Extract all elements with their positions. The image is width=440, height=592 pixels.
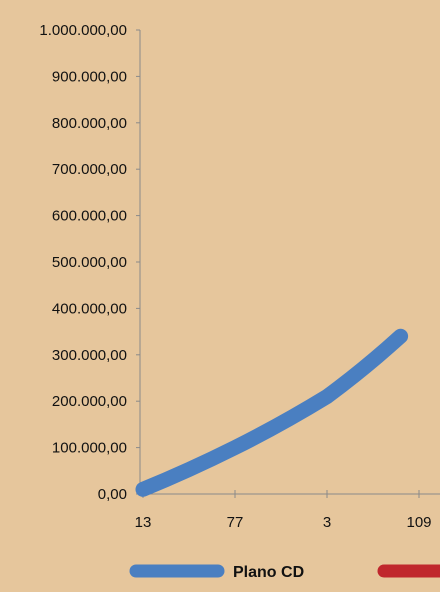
- y-axis-ticks: 0,00 100.000,00 200.000,00 300.000,00 400.00…: [39, 22, 140, 503]
- legend-label-plano-cd: Plano CD: [233, 564, 304, 581]
- y-tick-label: 700.000,00: [52, 161, 127, 178]
- y-tick-label: 500.000,00: [52, 254, 127, 271]
- x-tick-label: 109: [406, 514, 431, 531]
- y-tick-label: 600.000,00: [52, 208, 127, 225]
- series-line-2: [135, 328, 409, 497]
- x-axis-ticks: 13 77 3 109: [135, 490, 432, 531]
- y-tick-label: 300.000,00: [52, 347, 127, 364]
- y-tick-label: 0,00: [98, 486, 127, 503]
- y-tick-label: 800.000,00: [52, 115, 127, 132]
- plot-area: [135, 328, 409, 497]
- y-tick-label: 1.000.000,00: [39, 22, 127, 39]
- y-tick-label: 200.000,00: [52, 393, 127, 410]
- x-tick-label: 77: [227, 514, 244, 531]
- y-tick-label: 400.000,00: [52, 300, 127, 317]
- legend: Plano CD: [129, 564, 440, 581]
- x-tick-label: 3: [323, 514, 331, 531]
- y-tick-label: 900.000,00: [52, 68, 127, 85]
- x-tick-label: 13: [135, 514, 152, 531]
- y-tick-label: 100.000,00: [52, 440, 127, 457]
